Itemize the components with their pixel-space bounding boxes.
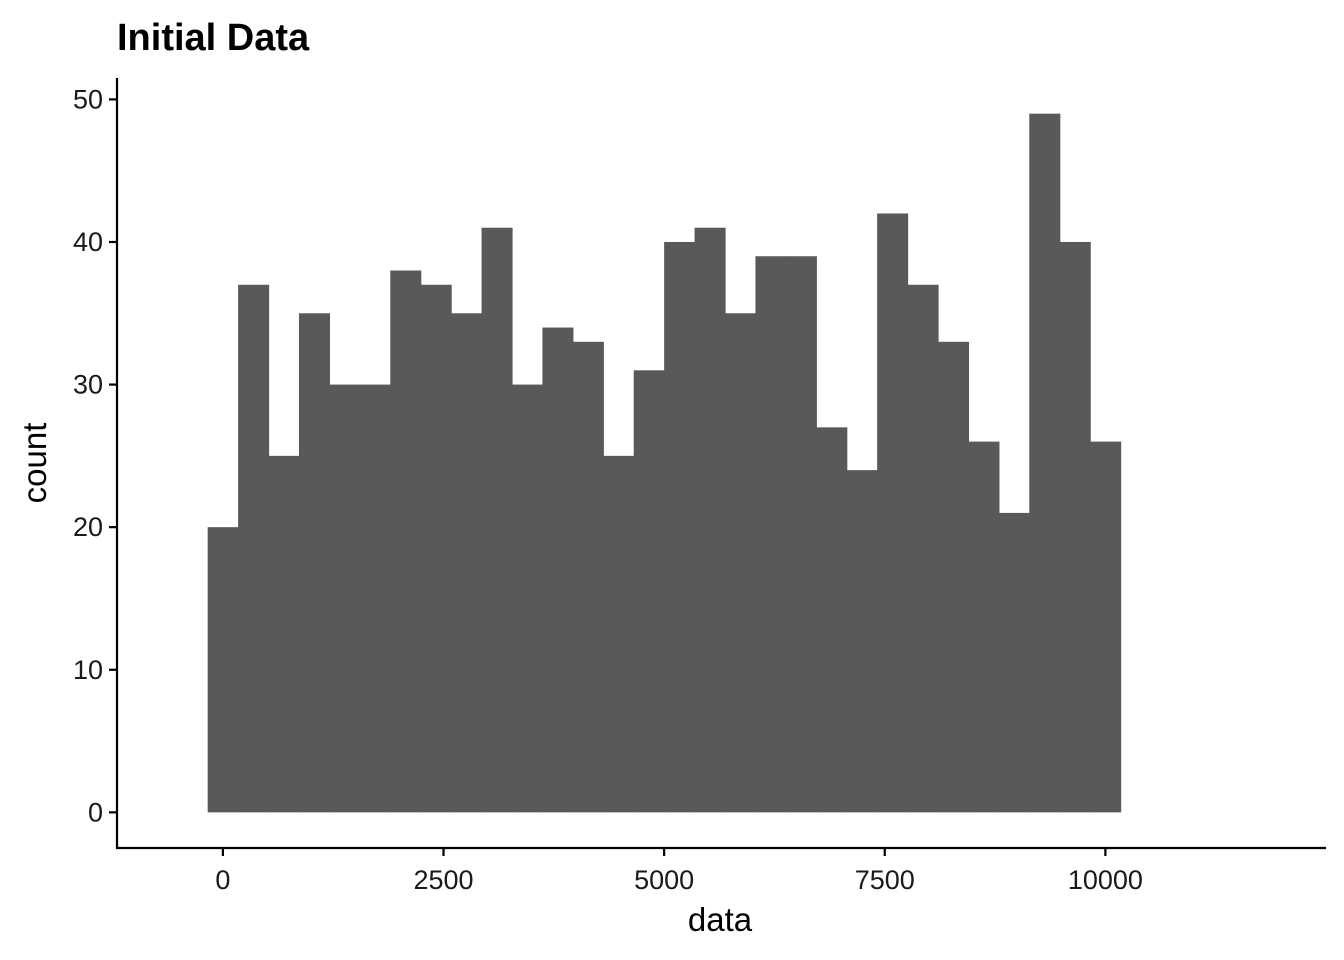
histogram-bar [633, 370, 665, 813]
y-tick-label: 30 [73, 370, 103, 400]
x-axis-ticks: 0 2500 5000 7500 10000 [215, 848, 1143, 895]
y-axis-label: count [16, 423, 53, 504]
y-tick-label: 40 [73, 227, 103, 257]
x-tick-label: 10000 [1068, 865, 1143, 895]
y-tick-label: 0 [88, 797, 103, 827]
histogram-bar [725, 313, 757, 813]
histogram-bar [907, 284, 939, 813]
y-tick-label: 50 [73, 84, 103, 114]
histogram-bar [268, 455, 300, 813]
histogram-bar [451, 313, 483, 813]
y-axis-ticks: 0 10 20 30 40 50 [73, 84, 117, 827]
histogram-bar [511, 384, 544, 813]
x-tick-label: 5000 [634, 865, 694, 895]
histogram-bar [603, 455, 635, 813]
histogram-bar [1090, 441, 1122, 813]
histogram-bar [816, 427, 848, 813]
histogram-bar [481, 227, 513, 813]
histogram-bar [938, 341, 970, 813]
y-tick-label: 20 [73, 512, 103, 542]
x-tick-label: 2500 [413, 865, 473, 895]
histogram-bar [572, 341, 604, 813]
histogram-bar [207, 527, 239, 813]
histogram-bar [998, 512, 1030, 813]
bars-group [207, 113, 1122, 813]
histogram-bar [694, 227, 726, 813]
x-axis-label: data [688, 901, 753, 938]
histogram-bar [1029, 113, 1061, 813]
histogram-bar [877, 213, 909, 813]
chart-title: Initial Data [117, 17, 310, 59]
histogram-bar [238, 284, 270, 813]
histogram-bar [755, 256, 787, 813]
histogram-bar [1059, 241, 1091, 813]
x-tick-label: 0 [215, 865, 230, 895]
histogram-bar [968, 441, 1000, 813]
y-tick-label: 10 [73, 655, 103, 685]
histogram-bar [846, 470, 878, 813]
histogram-bar [785, 256, 817, 813]
histogram-bar [390, 270, 422, 813]
histogram-bar [298, 313, 331, 813]
x-tick-label: 7500 [855, 865, 915, 895]
histogram-bar [420, 284, 452, 813]
histogram-bar [329, 384, 361, 813]
histogram-bar [664, 241, 696, 813]
histogram-bar [359, 384, 391, 813]
histogram-bar [542, 327, 574, 813]
